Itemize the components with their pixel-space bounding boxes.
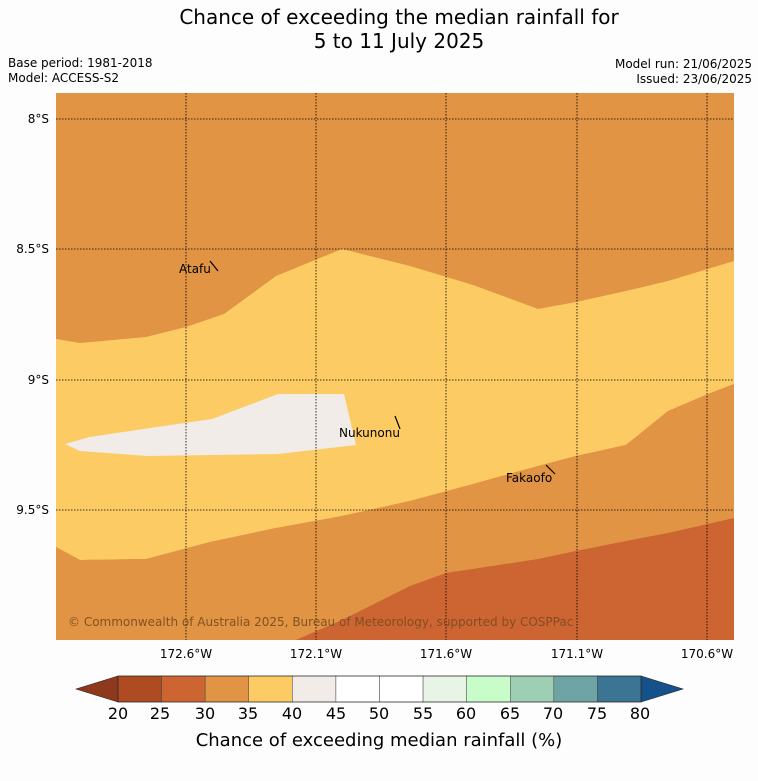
model-run: Model run: 21/06/2025 [614, 57, 752, 71]
issued-date: Issued: 23/06/2025 [636, 72, 752, 86]
place-nukunonu: Nukunonu [339, 426, 400, 440]
colorbar-over-arrow [640, 675, 685, 703]
base-period: Base period: 1981-2018 [8, 56, 153, 70]
colorbar-outline [117, 675, 642, 703]
colorbar-box [117, 675, 162, 703]
title-line-1: Chance of exceeding the median rainfall … [179, 5, 619, 29]
colorbar-tick-75: 75 [586, 704, 608, 723]
place-atafu: Atafu [179, 262, 211, 276]
colorbar-tick-70: 70 [542, 704, 564, 723]
colorbar [74, 675, 685, 703]
colorbar-box [335, 675, 380, 703]
map-regions [56, 93, 734, 640]
atafu-mark [209, 260, 219, 272]
lat-label-8-5s: 8.5°S [16, 242, 49, 256]
colorbar-box [161, 675, 206, 703]
region-35-40 [56, 249, 734, 560]
colorbar-tick-25: 25 [149, 704, 171, 723]
map-title: Chance of exceeding the median rainfall … [0, 5, 758, 53]
colorbar-tick-20: 20 [107, 704, 129, 723]
colorbar-box [379, 675, 424, 703]
lon-label-172-1w: 172.1°W [289, 647, 343, 661]
colorbar-tick-55: 55 [412, 704, 434, 723]
lat-label-9-5s: 9.5°S [16, 503, 49, 517]
lat-label-9s: 9°S [27, 373, 49, 387]
nukunonu-mark [394, 415, 401, 430]
colorbar-tick-45: 45 [325, 704, 347, 723]
lon-label-171-6w: 171.6°W [419, 647, 473, 661]
colorbar-tick-60: 60 [455, 704, 477, 723]
colorbar-box [510, 675, 555, 703]
colorbar-box [204, 675, 250, 703]
meta-right: Model run: 21/06/2025 Issued: 23/06/2025 [615, 57, 752, 87]
colorbar-tick-40: 40 [281, 704, 303, 723]
fakaofo-mark [545, 464, 556, 475]
lon-label-170-6w: 170.6°W [680, 647, 734, 661]
island-marks [209, 260, 556, 475]
model-name: Model: ACCESS-S2 [8, 71, 120, 85]
colorbar-box [248, 675, 293, 703]
colorbar-box [422, 675, 467, 703]
lat-label-8s: 8°S [27, 112, 49, 126]
colorbar-tick-80: 80 [629, 704, 651, 723]
place-fakaofo: Fakaofo [506, 471, 552, 485]
colorbar-box [553, 675, 598, 703]
colorbar-tick-30: 30 [194, 704, 216, 723]
region-40-45 [65, 394, 356, 456]
colorbar-under-arrow [74, 675, 119, 703]
colorbar-box [597, 675, 642, 703]
colorbar-title: Chance of exceeding median rainfall (%) [195, 730, 563, 751]
copyright-notice: © Commonwealth of Australia 2025, Bureau… [68, 615, 573, 629]
colorbar-box [466, 675, 511, 703]
place-labels: Atafu Nukunonu Fakaofo [179, 262, 552, 485]
colorbar-tick-50: 50 [368, 704, 390, 723]
colorbar-boxes [117, 675, 642, 703]
lon-label-171-1w: 171.1°W [550, 647, 604, 661]
lon-label-172-6w: 172.6°W [159, 647, 213, 661]
region-25-30 [296, 518, 734, 640]
gridlines [56, 93, 734, 640]
colorbar-tick-35: 35 [237, 704, 259, 723]
title-line-2: 5 to 11 July 2025 [313, 29, 485, 53]
colorbar-box [292, 675, 337, 703]
meta-left: Base period: 1981-2018 Model: ACCESS-S2 [8, 56, 153, 86]
colorbar-tick-65: 65 [499, 704, 521, 723]
